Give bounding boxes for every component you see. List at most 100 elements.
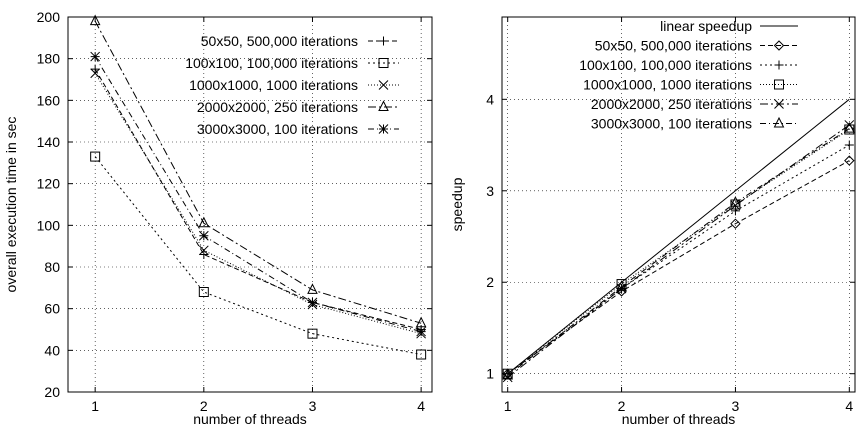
diamond-marker	[773, 40, 785, 51]
y-tick-label: 120	[37, 176, 61, 192]
y-tick-label: 180	[37, 51, 61, 67]
legend-entry: 1000x1000, 1000 iterations	[189, 77, 399, 93]
legend-label: 100x100, 100,000 iterations	[579, 57, 752, 73]
triangle-marker	[843, 121, 855, 133]
data-point	[198, 287, 209, 297]
legend-entry: 100x100, 100,000 iterations	[185, 55, 399, 71]
data-point	[416, 326, 426, 337]
square-marker	[774, 79, 784, 90]
cross-marker	[502, 372, 513, 383]
x-tick-label: 3	[309, 398, 317, 414]
diamond-marker	[730, 218, 741, 229]
data-point	[616, 280, 627, 291]
cross-marker	[844, 120, 855, 130]
legend-marker	[773, 40, 785, 51]
x-axis-label: number of threads	[193, 411, 307, 427]
legend-marker	[774, 60, 784, 70]
cross-marker	[616, 283, 627, 294]
triangle-marker	[730, 196, 741, 207]
square-marker	[90, 151, 101, 162]
series-4	[89, 14, 427, 328]
square-marker	[378, 58, 389, 68]
legend-entry: linear speedup	[660, 18, 798, 34]
diamond-marker	[844, 155, 855, 166]
data-point	[844, 140, 854, 150]
cross-marker	[90, 68, 101, 79]
data-point	[198, 216, 210, 228]
data-point	[307, 328, 318, 339]
legend-marker	[774, 79, 784, 90]
x-tick-label: 2	[618, 398, 626, 414]
x-tick-label: 3	[732, 398, 740, 414]
series-5	[90, 51, 426, 337]
triangle-marker	[378, 100, 389, 111]
star-marker	[198, 230, 209, 241]
data-point	[416, 349, 427, 360]
triangle-marker	[773, 116, 785, 128]
legend-entry: 3000x3000, 100 iterations	[591, 116, 798, 132]
square-marker	[198, 287, 209, 297]
data-point	[307, 297, 318, 308]
legend-marker	[773, 116, 785, 128]
chart-panel-1: 20 40 60 80 100 120 140 160 180 200 1 2 3 4 number of …	[3, 9, 433, 427]
legend-marker	[774, 99, 784, 109]
plus-marker	[730, 206, 740, 216]
data-point	[89, 14, 101, 26]
legend-marker	[378, 58, 389, 68]
legend-label: 1000x1000, 1000 iterations	[189, 77, 358, 93]
ticks: 20 40 60 80 100 120 140 160 180 200 1 2 3 4	[37, 9, 432, 414]
star-marker	[307, 297, 318, 308]
series-line	[94, 20, 422, 324]
series-line	[507, 144, 850, 375]
star-marker	[90, 51, 101, 62]
series-6	[502, 121, 855, 380]
data-point	[730, 218, 741, 229]
data-point	[199, 250, 209, 259]
cross-marker	[774, 99, 784, 109]
legend-marker	[378, 100, 389, 111]
grid	[68, 16, 432, 393]
legend-label: 3000x3000, 100 iterations	[591, 116, 752, 132]
data-point	[198, 245, 209, 256]
legend-entry: 50x50, 500,000 iterations	[595, 38, 798, 54]
x-tick-label: 4	[417, 398, 425, 414]
square-marker	[730, 199, 741, 210]
y-tick-label: 140	[37, 134, 61, 150]
plot-frame	[67, 16, 433, 393]
series-2	[502, 155, 855, 379]
legend-label: linear speedup	[660, 18, 752, 34]
plus-marker	[774, 60, 784, 70]
y-axis-label: overall execution time in sec	[3, 117, 19, 293]
x-tick-label: 4	[845, 398, 853, 414]
data-point	[90, 68, 101, 79]
triangle-marker	[502, 368, 514, 380]
cross-marker	[378, 80, 389, 90]
y-tick-label: 200	[37, 9, 61, 25]
triangle-marker	[415, 316, 427, 328]
data-point	[90, 151, 101, 162]
legend-marker	[378, 124, 389, 134]
legend-entry: 2000x2000, 250 iterations	[591, 96, 798, 112]
triangle-marker	[307, 283, 318, 294]
plus-marker	[199, 250, 209, 259]
series-1	[507, 98, 850, 375]
y-tick-label: 100	[37, 217, 61, 233]
star-marker	[416, 326, 426, 337]
legend-label: 2000x2000, 250 iterations	[197, 99, 358, 115]
y-tick-label: 3	[486, 183, 494, 199]
data-point	[502, 372, 513, 383]
y-tick-label: 2	[486, 274, 494, 290]
square-marker	[416, 349, 427, 360]
legend-label: 1000x1000, 1000 iterations	[583, 77, 752, 93]
series-line	[507, 124, 850, 378]
y-tick-label: 4	[486, 91, 494, 107]
plus-marker	[844, 140, 854, 150]
legend-entry: 3000x3000, 100 iterations	[197, 121, 399, 137]
data-point	[730, 206, 740, 216]
ticks: 1 2 3 4 1 2 3 4	[486, 17, 855, 414]
cross-marker	[198, 245, 209, 256]
triangle-marker	[616, 280, 627, 291]
data-point	[730, 199, 741, 210]
legend-marker	[378, 80, 389, 90]
